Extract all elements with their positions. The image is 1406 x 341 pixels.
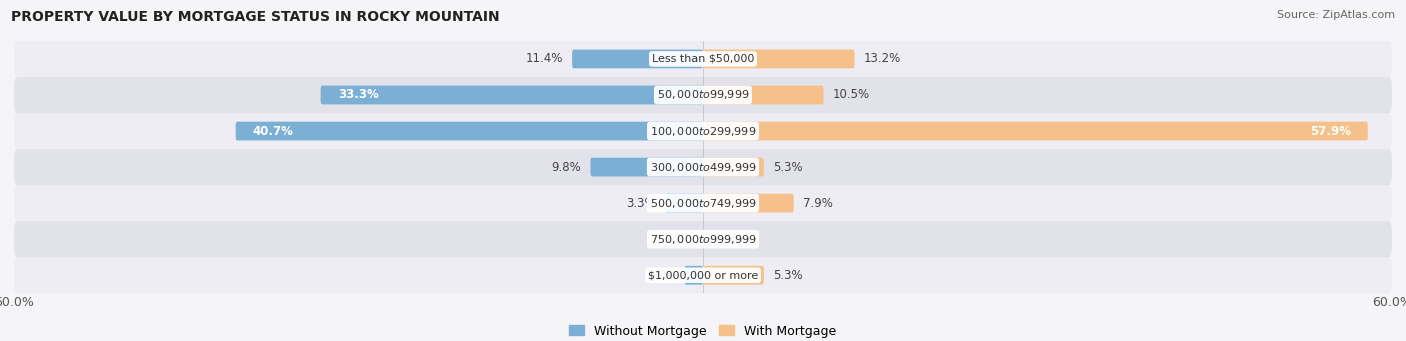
Text: 33.3%: 33.3% <box>337 89 378 102</box>
FancyBboxPatch shape <box>703 49 855 68</box>
Text: 7.9%: 7.9% <box>803 197 832 210</box>
Text: 9.8%: 9.8% <box>551 161 581 174</box>
Text: Less than $50,000: Less than $50,000 <box>652 54 754 64</box>
Text: 1.6%: 1.6% <box>645 269 675 282</box>
Text: 5.3%: 5.3% <box>773 269 803 282</box>
FancyBboxPatch shape <box>685 266 703 285</box>
Text: $1,000,000 or more: $1,000,000 or more <box>648 270 758 280</box>
Text: $50,000 to $99,999: $50,000 to $99,999 <box>657 89 749 102</box>
FancyBboxPatch shape <box>14 77 1392 113</box>
Text: 11.4%: 11.4% <box>526 53 562 65</box>
FancyBboxPatch shape <box>14 257 1392 293</box>
Text: 40.7%: 40.7% <box>253 124 294 137</box>
FancyBboxPatch shape <box>703 122 1368 140</box>
FancyBboxPatch shape <box>703 158 763 176</box>
Text: $750,000 to $999,999: $750,000 to $999,999 <box>650 233 756 246</box>
FancyBboxPatch shape <box>591 158 703 176</box>
FancyBboxPatch shape <box>14 185 1392 221</box>
Text: $100,000 to $299,999: $100,000 to $299,999 <box>650 124 756 137</box>
Text: $500,000 to $749,999: $500,000 to $749,999 <box>650 197 756 210</box>
FancyBboxPatch shape <box>14 221 1392 257</box>
Text: PROPERTY VALUE BY MORTGAGE STATUS IN ROCKY MOUNTAIN: PROPERTY VALUE BY MORTGAGE STATUS IN ROC… <box>11 10 501 24</box>
Text: 57.9%: 57.9% <box>1309 124 1351 137</box>
FancyBboxPatch shape <box>665 194 703 212</box>
Legend: Without Mortgage, With Mortgage: Without Mortgage, With Mortgage <box>564 320 842 341</box>
FancyBboxPatch shape <box>703 86 824 104</box>
FancyBboxPatch shape <box>236 122 703 140</box>
Text: 0.0%: 0.0% <box>720 233 749 246</box>
FancyBboxPatch shape <box>572 49 703 68</box>
FancyBboxPatch shape <box>703 266 763 285</box>
FancyBboxPatch shape <box>703 194 794 212</box>
FancyBboxPatch shape <box>14 41 1392 77</box>
FancyBboxPatch shape <box>14 149 1392 185</box>
FancyBboxPatch shape <box>321 86 703 104</box>
Text: 13.2%: 13.2% <box>863 53 901 65</box>
Text: $300,000 to $499,999: $300,000 to $499,999 <box>650 161 756 174</box>
Text: 3.3%: 3.3% <box>626 197 657 210</box>
Text: Source: ZipAtlas.com: Source: ZipAtlas.com <box>1277 10 1395 20</box>
Text: 5.3%: 5.3% <box>773 161 803 174</box>
Text: 10.5%: 10.5% <box>832 89 870 102</box>
Text: 0.0%: 0.0% <box>657 233 686 246</box>
FancyBboxPatch shape <box>14 113 1392 149</box>
